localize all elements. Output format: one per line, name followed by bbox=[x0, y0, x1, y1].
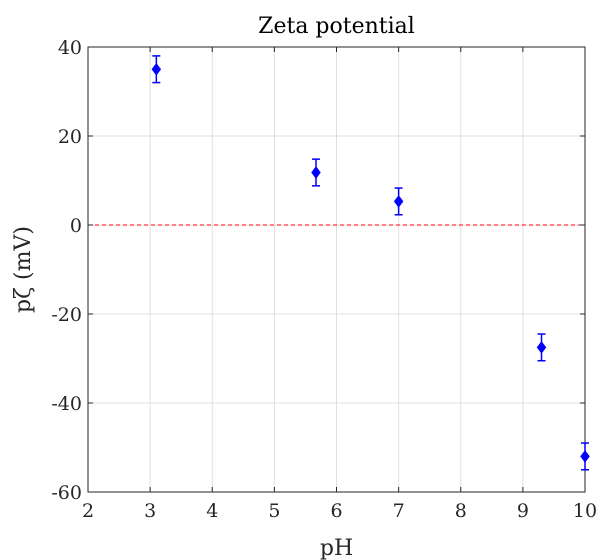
data-point-diamond bbox=[393, 195, 404, 208]
y-tick-label: 40 bbox=[58, 37, 82, 59]
x-tick-label: 4 bbox=[206, 500, 218, 522]
y-tick-label: 0 bbox=[70, 215, 82, 237]
x-tick-label: 3 bbox=[144, 500, 156, 522]
data-point-diamond bbox=[311, 166, 321, 179]
y-tick-label: -20 bbox=[51, 304, 82, 326]
x-tick-label: 2 bbox=[82, 500, 94, 522]
x-axis-title: pH bbox=[320, 536, 353, 560]
x-tick-label: 6 bbox=[330, 500, 342, 522]
plot-frame bbox=[87, 46, 586, 493]
x-tick-label: 5 bbox=[268, 500, 280, 522]
x-tick-label: 10 bbox=[573, 500, 597, 522]
y-tick-label: -60 bbox=[51, 482, 82, 504]
y-tick-label: -40 bbox=[51, 393, 82, 415]
data-point-diamond bbox=[580, 450, 590, 463]
y-tick-labels: -60 -40 -20 0 20 40 bbox=[51, 37, 82, 504]
data-points bbox=[151, 62, 590, 463]
x-tick-label: 8 bbox=[455, 500, 467, 522]
x-tick-labels: 2 3 4 5 6 7 8 9 10 bbox=[82, 500, 597, 522]
x-tick-label: 7 bbox=[393, 500, 405, 522]
y-tick-label: 20 bbox=[58, 126, 82, 148]
data-point-diamond bbox=[151, 62, 162, 76]
y-axis-title: pζ (mV) bbox=[11, 226, 36, 313]
x-tick-label: 9 bbox=[517, 500, 529, 522]
data-point-diamond bbox=[536, 341, 547, 354]
chart-title: Zeta potential bbox=[258, 14, 415, 39]
